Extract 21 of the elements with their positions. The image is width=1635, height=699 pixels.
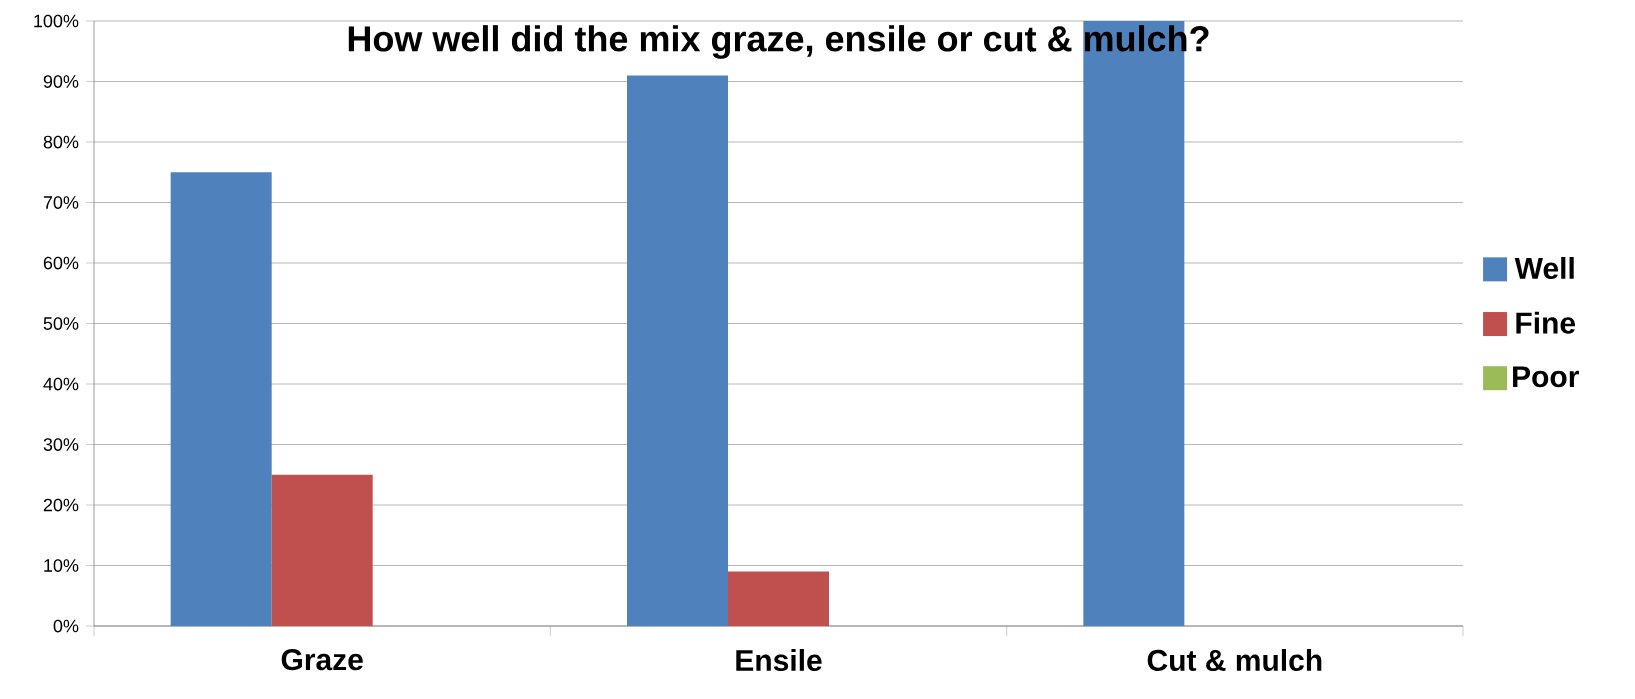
x-tick-label: Cut & mulch bbox=[1147, 649, 1322, 672]
bar bbox=[728, 571, 830, 626]
bar bbox=[627, 75, 729, 626]
bar bbox=[271, 474, 373, 626]
y-tick-label: 20% bbox=[43, 498, 79, 512]
x-tick-label: Graze bbox=[281, 649, 363, 671]
y-tick-label: 50% bbox=[43, 317, 79, 330]
x-tick-label: Ensile bbox=[736, 649, 822, 672]
legend-label: Well bbox=[1514, 256, 1574, 280]
legend-label: Poor bbox=[1513, 366, 1579, 388]
y-tick-label: 80% bbox=[43, 135, 79, 149]
bar bbox=[170, 172, 272, 626]
y-tick-label: 10% bbox=[44, 559, 79, 572]
y-tick-label: 0% bbox=[53, 619, 79, 633]
y-tick-label: 30% bbox=[43, 438, 79, 451]
y-tick-label: 40% bbox=[43, 377, 79, 391]
y-tick-label: 90% bbox=[43, 75, 79, 88]
y-tick-label: 70% bbox=[43, 196, 79, 209]
y-tick-label: 100% bbox=[34, 14, 79, 28]
y-tick-label: 60% bbox=[43, 256, 79, 270]
legend-label: Fine bbox=[1516, 311, 1576, 334]
